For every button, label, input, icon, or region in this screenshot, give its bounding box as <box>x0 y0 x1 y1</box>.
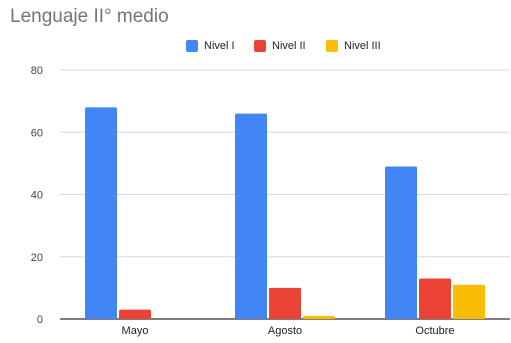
y-tick-label: 40 <box>31 190 43 202</box>
chart-title: Lenguaje II° medio <box>10 6 169 27</box>
bar-octubre-nivel-iii <box>453 284 485 319</box>
legend-item-nivel-i: Nivel I <box>186 40 235 52</box>
bar-mayo-nivel-ii <box>119 309 151 319</box>
bars <box>85 107 485 319</box>
x-category-label: Mayo <box>122 325 149 337</box>
y-tick-label: 60 <box>31 127 43 139</box>
bar-agosto-nivel-i <box>235 113 267 319</box>
y-axis-ticks: 0 20 40 60 80 <box>31 65 43 326</box>
legend-swatch-nivel-ii <box>254 40 266 52</box>
y-tick-label: 80 <box>31 65 43 77</box>
legend-item-nivel-iii: Nivel III <box>326 40 381 52</box>
bar-octubre-nivel-ii <box>419 278 451 319</box>
bar-mayo-nivel-i <box>85 107 117 319</box>
x-axis-labels: Mayo Agosto Octubre <box>122 325 455 337</box>
y-tick-label: 20 <box>31 252 43 264</box>
legend-label-nivel-ii: Nivel II <box>272 40 306 52</box>
legend-swatch-nivel-i <box>186 40 198 52</box>
bar-octubre-nivel-i <box>385 166 417 319</box>
x-category-label: Octubre <box>415 325 454 337</box>
y-tick-label: 0 <box>37 314 43 326</box>
x-category-label: Agosto <box>268 325 302 337</box>
legend-label-nivel-iii: Nivel III <box>344 40 381 52</box>
legend-item-nivel-ii: Nivel II <box>254 40 306 52</box>
bar-agosto-nivel-ii <box>269 287 301 319</box>
chart-legend: Nivel I Nivel II Nivel III <box>0 40 511 54</box>
bar-agosto-nivel-iii <box>303 315 335 319</box>
legend-swatch-nivel-iii <box>326 40 338 52</box>
legend-label-nivel-i: Nivel I <box>204 40 235 52</box>
